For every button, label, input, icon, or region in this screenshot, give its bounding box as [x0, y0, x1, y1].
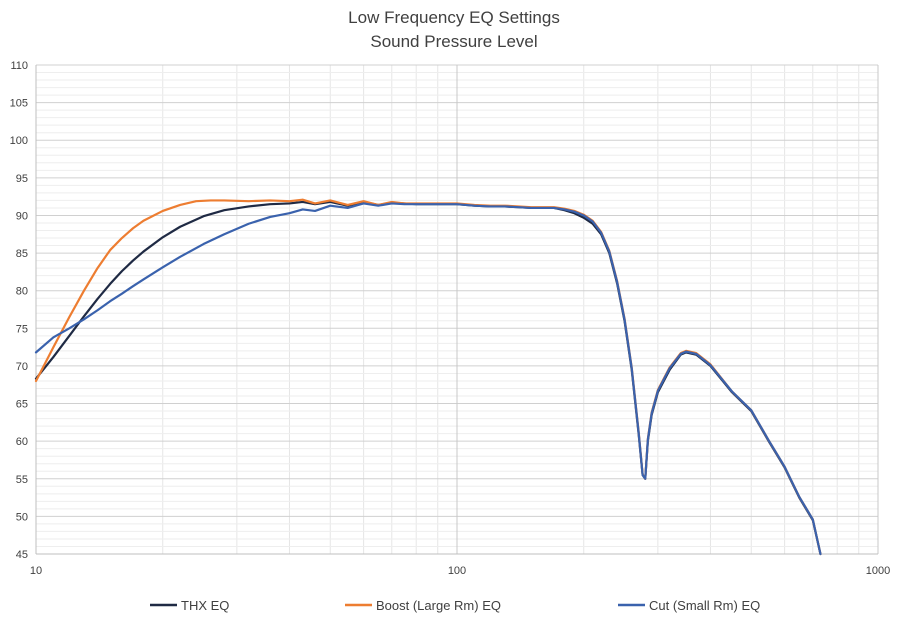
y-tick-label: 95: [16, 173, 28, 185]
y-tick-label: 75: [16, 323, 28, 335]
x-tick-label: 100: [448, 565, 466, 577]
chart-subtitle: Sound Pressure Level: [370, 32, 537, 51]
y-tick-label: 80: [16, 286, 28, 298]
grid: [35, 64, 879, 555]
legend-label: THX EQ: [181, 598, 229, 613]
y-tick-label: 50: [16, 511, 28, 523]
y-tick-label: 45: [16, 549, 28, 561]
y-tick-label: 65: [16, 399, 28, 411]
legend-label: Cut (Small Rm) EQ: [649, 598, 760, 613]
x-tick-label: 1000: [866, 565, 890, 577]
y-tick-label: 110: [10, 60, 28, 72]
y-tick-label: 55: [16, 474, 28, 486]
y-tick-label: 90: [16, 210, 28, 222]
series-line-cut-small-rm-eq: [34, 202, 822, 556]
y-tick-label: 100: [10, 135, 28, 147]
y-tick-label: 85: [16, 248, 28, 260]
y-tick-label: 60: [16, 436, 28, 448]
series-lines: [34, 198, 822, 556]
legend-label: Boost (Large Rm) EQ: [376, 598, 501, 613]
chart-title: Low Frequency EQ Settings: [348, 8, 560, 27]
legend: THX EQ Boost (Large Rm) EQ Cut (Small Rm) …: [150, 598, 760, 613]
x-axis-ticks: 10 100 1000: [30, 565, 890, 577]
x-tick-label: 10: [30, 565, 42, 577]
y-tick-label: 70: [16, 361, 28, 373]
y-tick-label: 105: [10, 98, 28, 110]
y-axis-ticks: 45 50 55 60 65 70 75 80 85 90 95 100 105 110: [10, 60, 28, 561]
